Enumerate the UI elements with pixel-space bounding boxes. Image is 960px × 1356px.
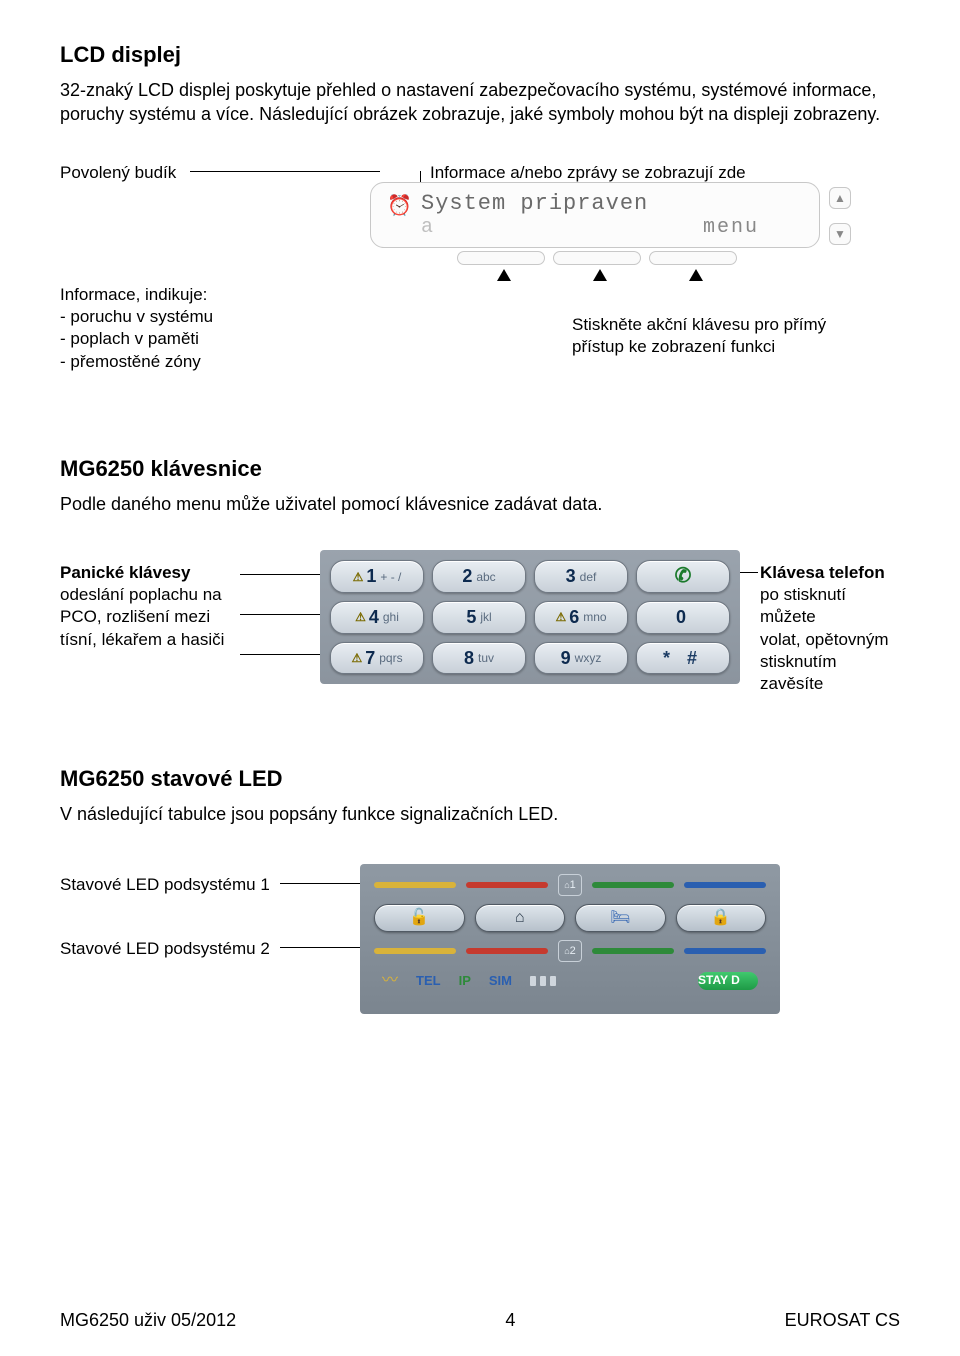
key-1[interactable]: ⚠1+ - / [330,560,424,593]
lcd-paragraph: 32-znaký LCD displej poskytuje přehled o… [60,78,900,127]
led-1-1 [374,882,456,888]
softkey-pointer-1 [497,269,511,281]
conn-tel: TEL [416,972,441,990]
annot-budek: Povolený budík [60,162,176,184]
lcd-diagram: Povolený budík Informace a/nebo zprávy s… [60,154,900,414]
lcd-arrow-up[interactable]: ▲ [829,187,851,209]
panic-icon: ⚠ [351,650,362,666]
softkey-1[interactable] [457,251,545,265]
led-2-4 [684,948,766,954]
annot-led2: Stavové LED podsystému 2 [60,938,270,960]
led-paragraph: V následující tabulce jsou popsány funkc… [60,802,900,826]
annot-ind-l3: - poplach v paměti [60,328,213,350]
annot-led1: Stavové LED podsystému 1 [60,874,270,896]
lcd-menu-label: menu [703,214,759,241]
led-1-4 [684,882,766,888]
key-9[interactable]: 9wxyz [534,642,628,675]
arm-sleep-button[interactable]: 🛏 [575,904,666,932]
annot-phone-l2: po stisknutí můžete [760,584,900,628]
annot-panic-l1: Panické klávesy [60,562,224,584]
annot-phone-l4: stisknutím zavěsíte [760,651,900,695]
annot-phone-l3: volat, opětovným [760,629,900,651]
key-phone[interactable]: ✆ [636,560,730,593]
annot-action-l1: Stiskněte akční klávesu pro přímý [572,314,826,336]
annot-ind-l2: - poruchu v systému [60,306,213,328]
panic-icon: ⚠ [353,569,364,585]
annot-phone-l1: Klávesa telefon [760,562,900,584]
key-5[interactable]: 5jkl [432,601,526,634]
led-2-3 [592,948,674,954]
wave-icon: 〰 [382,970,398,992]
led-2-2 [466,948,548,954]
softkey-2[interactable] [553,251,641,265]
conn-sim: SIM [489,972,512,990]
house-icon-2: ⌂2 [558,940,582,962]
keypad-diagram: Panické klávesy odeslání poplachu na PCO… [60,544,900,734]
stayd-badge: STAY D [698,972,758,990]
softkey-3[interactable] [649,251,737,265]
annot-panic-l4: tísní, lékařem a hasiči [60,629,224,651]
page-footer: MG6250 uživ 05/2012 4 EUROSAT CS [60,1308,900,1332]
key-star-hash[interactable]: * # [636,642,730,675]
footer-left: MG6250 uživ 05/2012 [60,1308,236,1332]
led-row-1: ⌂1 [374,874,766,896]
annot-panic: Panické klávesy odeslání poplachu na PCO… [60,562,224,650]
lcd-title: LCD displej [60,40,900,70]
signal-bars [530,976,556,986]
disarm-button[interactable]: 🔓 [374,904,465,932]
lcd-main-text: System pripraven [421,189,648,219]
softkey-pointer-2 [593,269,607,281]
led-diagram: Stavové LED podsystému 1 Stavové LED pod… [60,846,900,1066]
keypad-title: MG6250 klávesnice [60,454,900,484]
annot-info: Informace a/nebo zprávy se zobrazují zde [430,162,746,184]
panic-icon: ⚠ [555,609,566,625]
conn-row: 〰 TEL IP SIM STAY D [374,970,766,992]
led-1-2 [466,882,548,888]
led-title: MG6250 stavové LED [60,764,900,794]
key-4[interactable]: ⚠4ghi [330,601,424,634]
house-icon-1: ⌂1 [558,874,582,896]
panic-icon: ⚠ [355,609,366,625]
annot-panic-l3: PCO, rozlišení mezi [60,606,224,628]
arm-full-button[interactable]: 🔒 [676,904,767,932]
lcd-sub-icon: a [421,214,433,241]
key-2[interactable]: 2abc [432,560,526,593]
annot-ind-l4: - přemostěné zóny [60,351,213,373]
annot-ind-l1: Informace, indikuje: [60,284,213,306]
annot-panic-l2: odeslání poplachu na [60,584,224,606]
footer-page: 4 [505,1308,515,1332]
alarm-icon: ⏰ [387,193,412,220]
key-0[interactable]: 0 [636,601,730,634]
lcd-screen: ⏰ System pripraven a menu ▲ ▼ [370,182,820,248]
led-1-3 [592,882,674,888]
led-panel: ⌂1 🔓 ⌂ 🛏 🔒 ⌂2 〰 TEL IP SIM STAY D [360,864,780,1014]
annot-indicates: Informace, indikuje: - poruchu v systému… [60,284,213,372]
footer-right: EUROSAT CS [785,1308,900,1332]
annot-action: Stiskněte akční klávesu pro přímý přístu… [572,314,826,358]
key-3[interactable]: 3def [534,560,628,593]
keypad-paragraph: Podle daného menu může uživatel pomocí k… [60,492,900,516]
conn-ip: IP [459,972,471,990]
annot-phone: Klávesa telefon po stisknutí můžete vola… [760,562,900,695]
annot-action-l2: přístup ke zobrazení funkci [572,336,826,358]
softkey-pointer-3 [689,269,703,281]
key-8[interactable]: 8tuv [432,642,526,675]
led-2-1 [374,948,456,954]
key-7[interactable]: ⚠7pqrs [330,642,424,675]
lcd-arrow-down[interactable]: ▼ [829,223,851,245]
keypad-panel: ⚠1+ - / 2abc 3def ✆ ⚠4ghi 5jkl ⚠6mno 0 ⚠… [320,550,740,684]
key-6[interactable]: ⚠6mno [534,601,628,634]
arm-buttons-row: 🔓 ⌂ 🛏 🔒 [374,904,766,932]
led-row-2: ⌂2 [374,940,766,962]
arm-stay-button[interactable]: ⌂ [475,904,566,932]
